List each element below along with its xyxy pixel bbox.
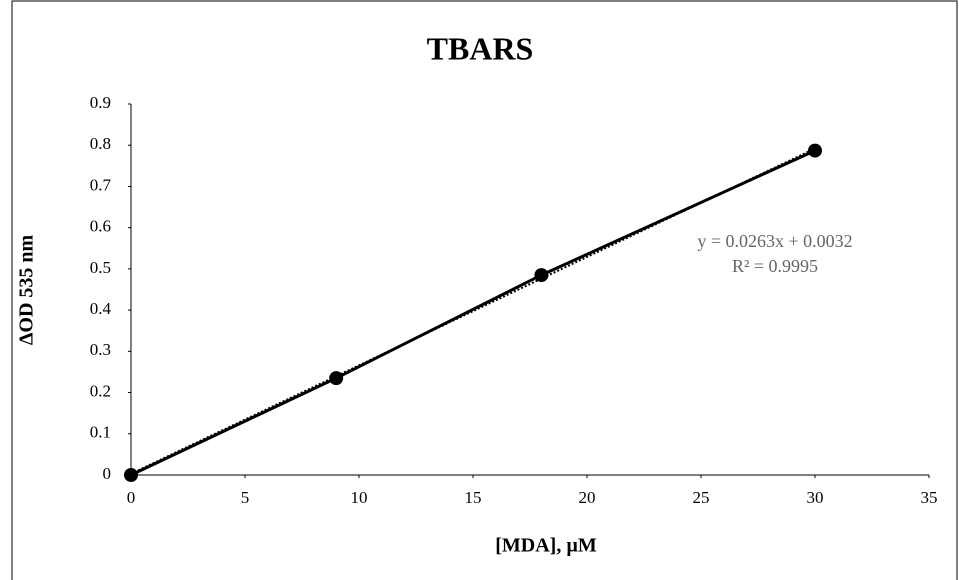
- y-axis-label: ΔOD 535 nm: [16, 235, 38, 346]
- chart: TBARS [MDA], µM ΔOD 535 nm y = 0.0263x +…: [0, 0, 959, 580]
- series-line: [131, 151, 815, 475]
- data-point: [124, 468, 138, 482]
- y-tick-label: 0.2: [90, 381, 111, 400]
- data-point: [534, 268, 548, 282]
- y-tick-label: 0.1: [90, 423, 111, 442]
- y-tick-label: 0.5: [90, 258, 111, 277]
- y-tick-label: 0.6: [90, 217, 111, 236]
- y-tick-label: 0.4: [90, 299, 112, 318]
- x-tick-label: 0: [127, 488, 136, 507]
- x-tick-label: 30: [807, 488, 824, 507]
- data-point: [808, 144, 822, 158]
- x-tick-label: 5: [241, 488, 250, 507]
- y-tick-label: 0: [103, 464, 112, 483]
- y-tick-label: 0.8: [90, 134, 111, 153]
- r2-annotation: R² = 0.9995: [732, 256, 818, 276]
- y-tick-label: 0.3: [90, 340, 111, 359]
- x-tick-label: 20: [579, 488, 596, 507]
- x-tick-label: 10: [351, 488, 368, 507]
- y-tick-label: 0.7: [90, 175, 112, 194]
- y-tick-label: 0.9: [90, 93, 111, 112]
- x-tick-label: 25: [693, 488, 710, 507]
- equation-annotation: y = 0.0263x + 0.0032: [697, 231, 852, 251]
- x-axis-label: [MDA], µM: [495, 535, 597, 557]
- chart-title: TBARS: [427, 30, 534, 66]
- x-tick-label: 15: [465, 488, 482, 507]
- data-point: [329, 371, 343, 385]
- x-tick-label: 35: [921, 488, 938, 507]
